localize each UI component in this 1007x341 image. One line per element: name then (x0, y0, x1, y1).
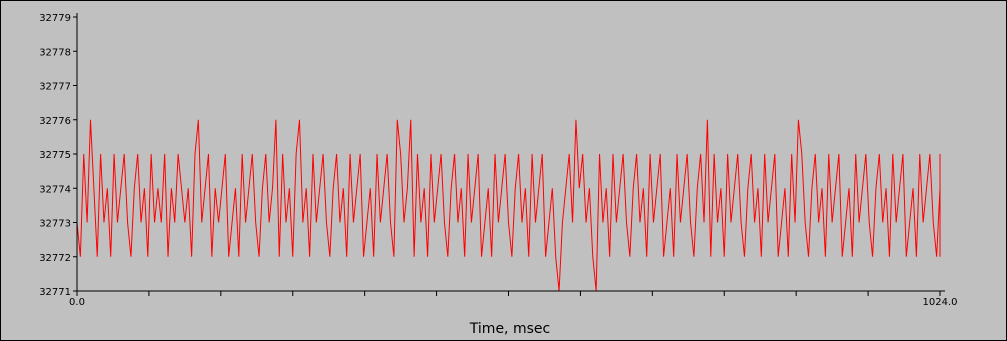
series-line (76, 119, 941, 292)
y-tick-label: 32771 (39, 287, 71, 298)
y-tick-label: 32775 (39, 150, 71, 161)
y-axis: 32771 32772 32773 32774 32775 32776 32777 32778… (39, 13, 78, 298)
y-tick-label: 32778 (39, 47, 71, 58)
x-tick-label: 0.0 (69, 297, 85, 308)
x-axis: 0.0 1024.0 (69, 290, 958, 308)
y-tick-label: 32776 (39, 116, 71, 127)
x-tick-label: 1024.0 (923, 297, 958, 308)
x-axis-title: Time, msec (469, 321, 550, 337)
y-tick-label: 32777 (39, 82, 71, 93)
plot-area (76, 119, 941, 292)
y-tick-label: 32772 (39, 253, 71, 264)
y-tick-label: 32774 (39, 184, 71, 195)
y-tick-label: 32779 (39, 13, 71, 24)
y-tick-label: 32773 (39, 219, 71, 230)
